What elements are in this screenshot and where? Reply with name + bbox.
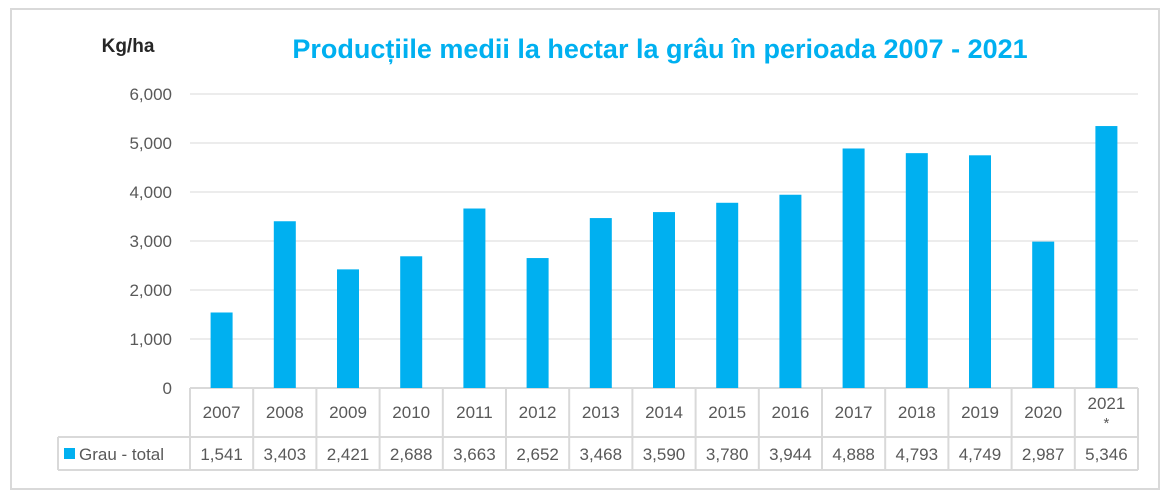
data-label: 3,780 [706, 445, 749, 464]
x-tick-label: 2019 [961, 403, 999, 422]
bar [400, 256, 423, 388]
data-label: 3,403 [264, 445, 307, 464]
x-tick-label: 2012 [519, 403, 557, 422]
data-label: 3,590 [643, 445, 686, 464]
x-tick-label: 2018 [898, 403, 936, 422]
x-tick-label: 2017 [835, 403, 873, 422]
bar [653, 212, 675, 388]
data-label: 2,987 [1022, 445, 1065, 464]
chart-frame [10, 8, 1160, 490]
x-tick-label: 2009 [329, 403, 367, 422]
data-label: 2,652 [516, 445, 559, 464]
bar [463, 208, 486, 388]
y-axis-label: Kg/ha [102, 36, 155, 57]
data-label: 3,468 [580, 445, 623, 464]
x-tick-label: 2021 [1087, 394, 1125, 413]
data-label: 2,421 [327, 445, 370, 464]
data-label: 4,888 [832, 445, 875, 464]
y-tick-label: 3,000 [129, 232, 172, 251]
x-tick-label: 2007 [203, 403, 241, 422]
bar [905, 153, 928, 388]
y-tick-label: 5,000 [129, 134, 172, 153]
x-tick-label: 2010 [392, 403, 430, 422]
bar [1032, 241, 1055, 388]
y-tick-label: 4,000 [129, 183, 172, 202]
x-tick-label-note: * [1103, 415, 1109, 432]
bar [842, 148, 865, 388]
data-label: 3,944 [769, 445, 812, 464]
x-tick-label: 2016 [771, 403, 809, 422]
x-tick-label: 2020 [1024, 403, 1062, 422]
legend-label: Grau - total [79, 445, 164, 464]
y-tick-label: 0 [163, 379, 172, 398]
bar [716, 202, 739, 388]
bar [1095, 126, 1118, 389]
x-tick-label: 2014 [645, 403, 683, 422]
data-label: 2,688 [390, 445, 433, 464]
chart-title: Producțiile medii la hectar la grâu în p… [292, 34, 1027, 64]
data-label: 4,793 [896, 445, 939, 464]
bar [337, 269, 359, 388]
data-label: 1,541 [200, 445, 243, 464]
x-tick-label: 2013 [582, 403, 620, 422]
legend-swatch [64, 448, 75, 459]
y-tick-label: 1,000 [129, 330, 172, 349]
x-tick-label: 2011 [456, 403, 493, 422]
y-tick-label: 2,000 [129, 281, 172, 300]
x-tick-label: 2008 [266, 403, 304, 422]
bar [779, 194, 802, 388]
bar [526, 258, 549, 388]
y-tick-label: 6,000 [129, 85, 172, 104]
data-label: 3,663 [453, 445, 496, 464]
data-label: 5,346 [1085, 445, 1128, 464]
bar [273, 221, 296, 388]
data-label: 4,749 [959, 445, 1002, 464]
bar [589, 218, 612, 388]
x-tick-label: 2015 [708, 403, 746, 422]
bar [210, 312, 233, 388]
bar [969, 155, 991, 388]
